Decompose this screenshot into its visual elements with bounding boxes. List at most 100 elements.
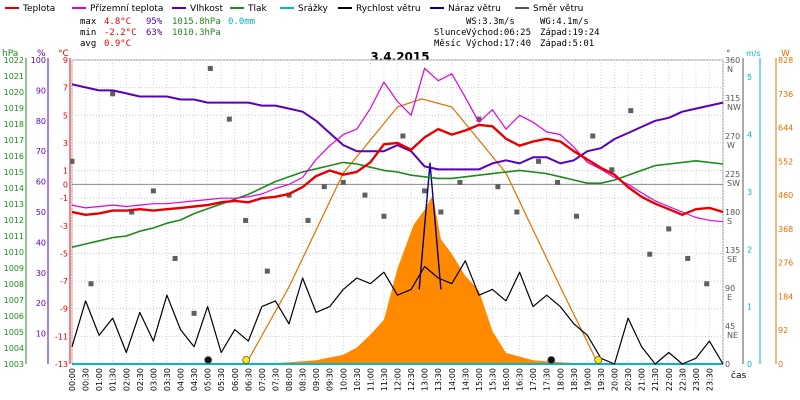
humidity-tick-6: 40 [36,238,46,247]
compass-0: N [727,65,733,74]
humidity-tick-7: 30 [36,269,46,278]
radiation-area [248,195,596,364]
pressure-tick-18: 1004 [4,344,24,353]
axis-units: hPa % °C ° m/s W čas [2,49,790,381]
wind-direction-point-8 [226,116,232,122]
wind-direction-point-2 [110,91,116,97]
unit-degree: ° [726,49,731,59]
series-line-3 [71,160,724,248]
temperature-tick-9: -7 [60,277,68,286]
pressure-tick-7: 1015 [4,168,24,177]
sun-marker-1 [594,356,603,364]
wind-direction-point-30 [647,251,653,257]
direction-tick-0: 360 [725,56,740,65]
x-tick-37: 18:30 [570,368,579,391]
sun-path-line [245,98,599,365]
x-tick-5: 02:30 [136,368,145,391]
x-tick-11: 05:30 [217,368,226,391]
pressure-tick-12: 1010 [4,248,24,257]
temperature-tick-5: 0 [63,180,68,189]
direction-tick-7: 45 [725,322,735,331]
legend-label-2: Vlhkost [190,4,223,14]
moon-marker-1 [547,356,556,364]
series-line-4 [71,83,724,171]
pressure-tick-19: 1003 [4,360,24,369]
temperature-tick-3: 3 [63,139,68,148]
legend-label-4: Srážky [298,4,329,14]
humidity-tick-4: 60 [36,178,46,187]
series-marks [69,65,724,365]
wind-direction-point-9 [243,217,249,223]
x-tick-13: 06:30 [244,368,253,391]
wind-tick-4: 1 [747,303,752,312]
x-tick-21: 10:30 [353,368,362,391]
radiation-tick-2: 644 [778,124,793,133]
x-tick-22: 11:00 [366,368,375,391]
wind-direction-point-20 [457,179,463,185]
wind-direction-point-14 [340,179,346,185]
series-line-5 [71,67,724,223]
humidity-tick-5: 50 [36,208,46,217]
wind-direction-point-27 [590,133,596,139]
x-tick-39: 19:30 [597,368,606,391]
x-tick-12: 06:00 [231,368,240,391]
pressure-tick-11: 1011 [4,232,24,241]
pressure-tick-6: 1016 [4,152,24,161]
temperature-tick-12: -13 [55,360,68,369]
temperature-tick-0: 9 [63,56,68,65]
wind-tick-0: 5 [747,73,752,82]
legend-label-0: Teplota [22,4,55,14]
temperature-tick-1: 7 [63,84,68,93]
x-tick-29: 14:30 [461,368,470,391]
stats-avg-temp: 0.9°C [104,39,131,49]
legend-label-5: Rychlost větru [356,4,421,14]
legend-label-7: Směr větru [533,4,583,14]
x-tick-23: 11:30 [380,368,389,391]
x-tick-36: 18:00 [556,368,565,391]
pressure-tick-3: 1019 [4,104,24,113]
wind-direction-point-13 [321,184,327,190]
sun-marker-0 [242,356,251,364]
stats-panel: max min avg 4.8°C 95% 1015.8hPa 0.0mm -2… [80,17,600,49]
humidity-tick-3: 70 [36,147,46,156]
x-tick-17: 08:30 [299,368,308,391]
temperature-tick-10: -9 [60,305,68,314]
humidity-tick-9: 10 [36,330,46,339]
compass-7: NE [727,331,738,340]
x-tick-44: 22:00 [665,368,674,391]
direction-tick-5: 135 [725,246,740,255]
temperature-tick-11: -11 [55,332,68,341]
compass-5: SE [727,255,737,264]
x-tick-40: 20:00 [611,368,620,391]
radiation-tick-0: 828 [778,56,793,65]
series-line-2 [418,162,442,290]
wind-direction-point-3 [129,209,135,215]
wind-direction-point-12 [305,217,311,223]
x-tick-45: 22:30 [678,368,687,391]
direction-tick-1: 315 [725,94,740,103]
pressure-tick-14: 1008 [4,280,24,289]
x-tick-6: 03:00 [149,368,158,391]
x-tick-14: 07:00 [258,368,267,391]
unit-celsius: °C [58,49,69,59]
series-line-1 [71,260,724,365]
radiation-tick-6: 276 [778,259,793,268]
pressure-tick-13: 1009 [4,264,24,273]
wind-direction-point-17 [400,133,406,139]
x-tick-38: 19:00 [583,368,592,391]
stats-sunrise: Východ:06:25 [466,28,531,38]
stats-sun-label: Slunce [434,28,467,38]
temperature-tick-8: -5 [60,249,68,258]
wind-direction-point-18 [422,188,428,194]
wind-direction-point-19 [438,209,444,215]
wind-tick-3: 2 [747,245,752,254]
legend-label-1: Přízemní teplota [90,4,163,14]
compass-2: W [727,141,735,150]
radiation-tick-4: 460 [778,191,793,200]
x-tick-2: 01:00 [95,368,104,391]
x-tick-9: 04:30 [190,368,199,391]
unit-wm2: W [781,49,790,59]
moon-marker-0 [204,356,213,364]
legend-label-6: Náraz větru [448,4,501,14]
